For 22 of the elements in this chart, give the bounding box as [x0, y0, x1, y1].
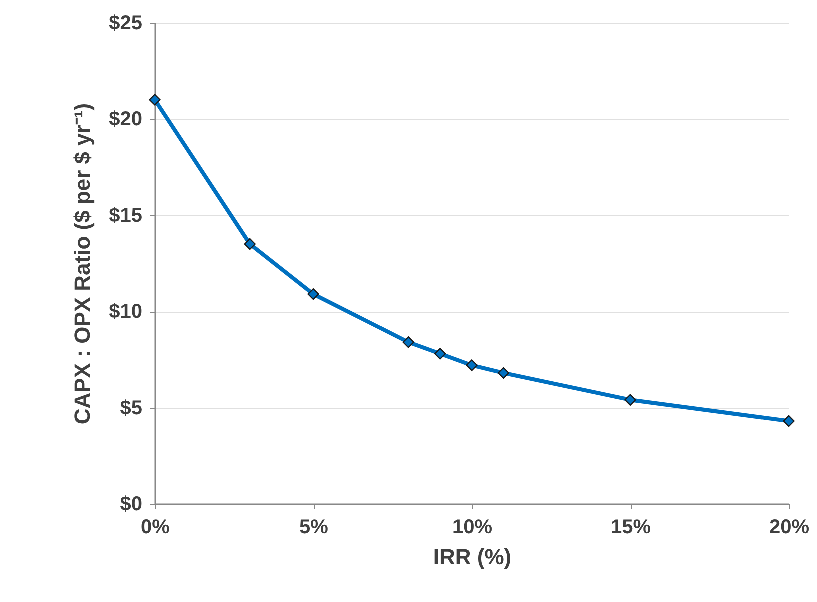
x-tick-label: 20%	[769, 516, 810, 538]
x-tick-label: 5%	[300, 516, 329, 538]
point	[244, 238, 256, 250]
point	[624, 394, 636, 406]
point	[434, 348, 446, 360]
point	[498, 367, 510, 380]
y-tick-label: $10	[109, 301, 142, 324]
y-tick-label: $0	[120, 494, 142, 516]
point	[149, 94, 161, 106]
point	[402, 336, 414, 348]
x-tick-label: 15%	[610, 516, 652, 538]
x-axis-title: IRR (%)	[433, 544, 512, 570]
y-axis-title: CAPX : OPX Ratio ($ per $ yr⁻¹)	[70, 103, 96, 425]
point	[466, 360, 478, 372]
y-tick-label: $5	[120, 397, 142, 420]
point	[308, 288, 320, 300]
y-tick-label: $20	[109, 108, 142, 131]
point	[783, 415, 795, 428]
x-tick-label: 10%	[452, 516, 493, 538]
y-tick-label: $25	[109, 12, 142, 34]
y-tick-label: $15	[109, 204, 142, 227]
x-tick-label: 0%	[141, 516, 170, 538]
